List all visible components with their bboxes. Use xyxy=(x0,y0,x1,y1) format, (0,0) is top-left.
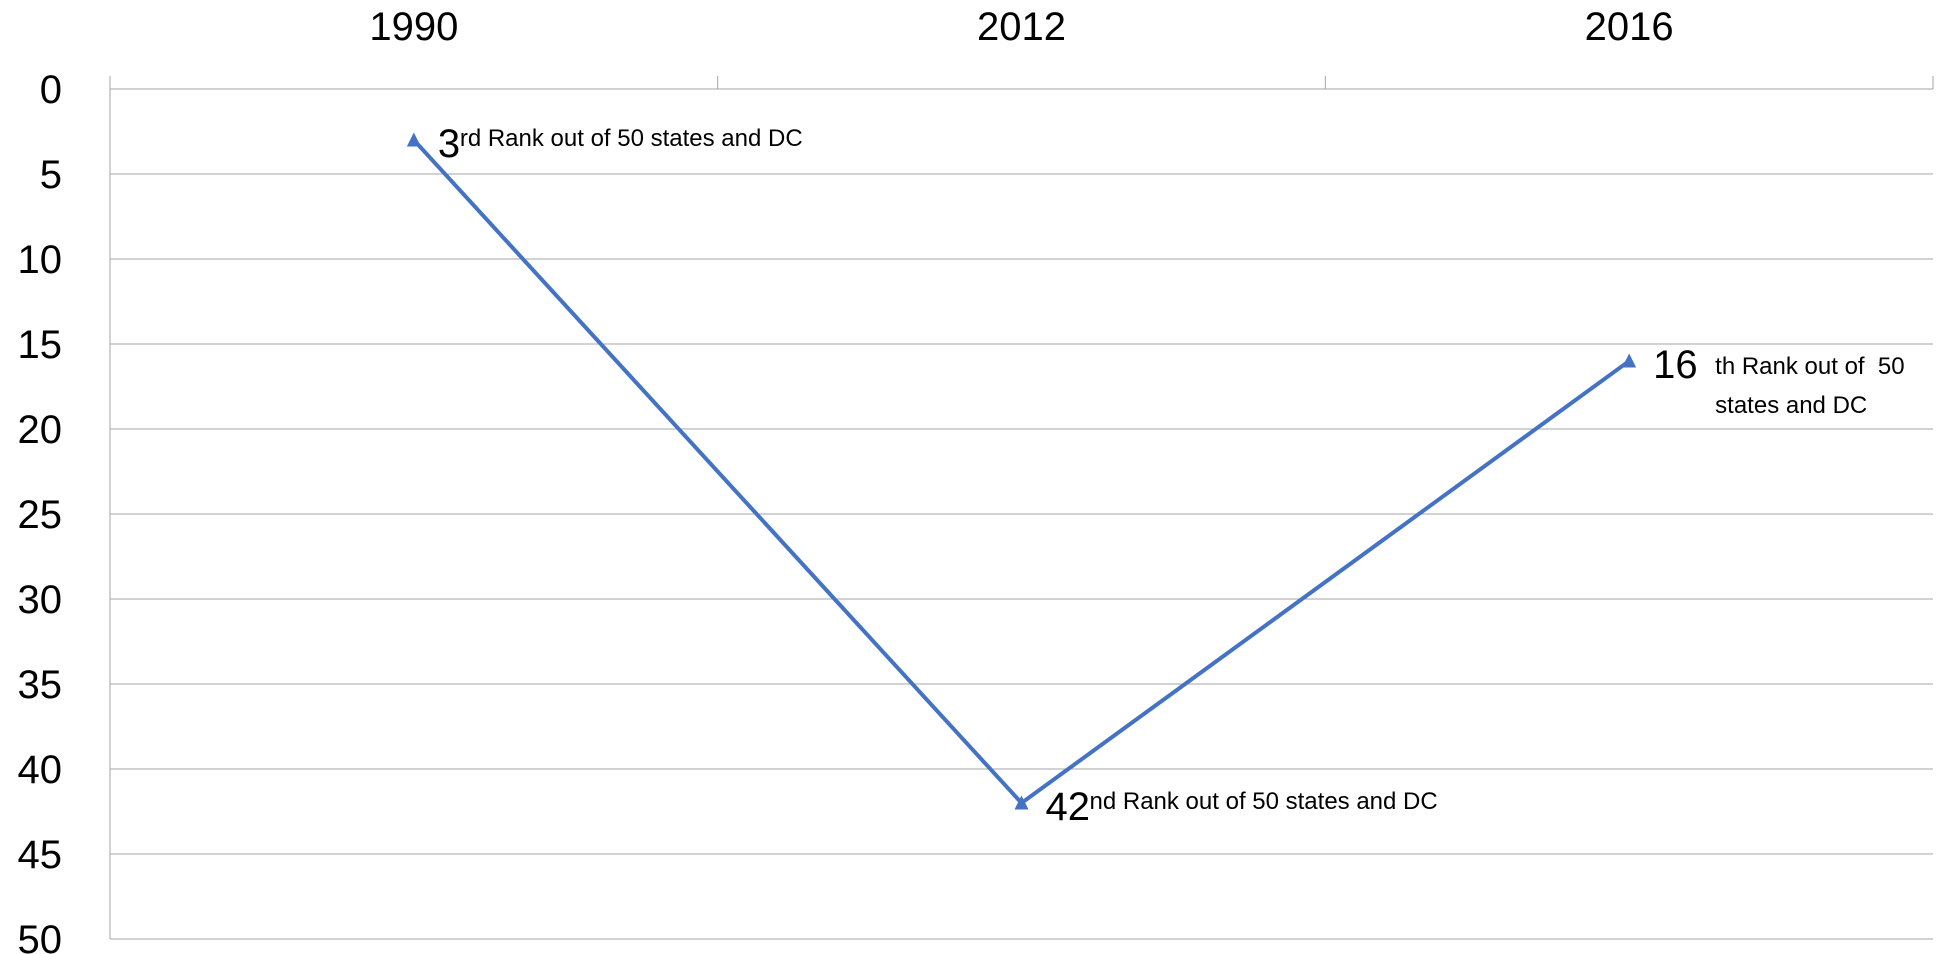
x-tick-label-1990: 1990 xyxy=(369,5,458,49)
axes xyxy=(109,76,1934,939)
y-tick-label: 35 xyxy=(18,663,63,707)
x-tick-label-2012: 2012 xyxy=(977,5,1066,49)
data-label-text-1990: rd Rank out of 50 states and DC xyxy=(460,125,803,152)
data-label-text-2012: nd Rank out of 50 states and DC xyxy=(1090,788,1438,815)
data-label-text-2016: states and DC xyxy=(1715,392,1867,419)
series-line-0 xyxy=(412,138,1631,805)
data-label-number-2012: 42 xyxy=(1046,785,1091,829)
y-tick-label: 10 xyxy=(18,238,63,282)
data-label-text-2016: th Rank out of 50 xyxy=(1715,353,1904,380)
data-point-marker-2012 xyxy=(1014,795,1029,810)
y-tick-label: 25 xyxy=(18,493,63,537)
data-point-marker-2016 xyxy=(1622,353,1637,368)
y-tick-label: 0 xyxy=(40,68,62,112)
series-layer xyxy=(406,132,1637,810)
x-axis-tick-labels: 1990 2012 2016 xyxy=(369,5,1673,49)
y-tick-label: 40 xyxy=(18,748,63,792)
y-tick-label: 20 xyxy=(18,408,63,452)
data-label-number-1990: 3 xyxy=(438,122,460,166)
y-tick-label: 30 xyxy=(18,578,63,622)
y-tick-label: 5 xyxy=(40,153,62,197)
y-axis-tick-labels: 0 5 10 15 20 25 30 35 40 45 50 xyxy=(18,68,63,954)
y-tick-label: 15 xyxy=(18,323,63,367)
x-tick-label-2016: 2016 xyxy=(1585,5,1674,49)
y-tick-label: 45 xyxy=(18,833,63,877)
data-point-marker-1990 xyxy=(406,132,421,147)
gridlines xyxy=(110,173,1933,940)
data-label-number-2016: 16 xyxy=(1653,343,1698,387)
y-tick-label: 50 xyxy=(18,918,63,954)
